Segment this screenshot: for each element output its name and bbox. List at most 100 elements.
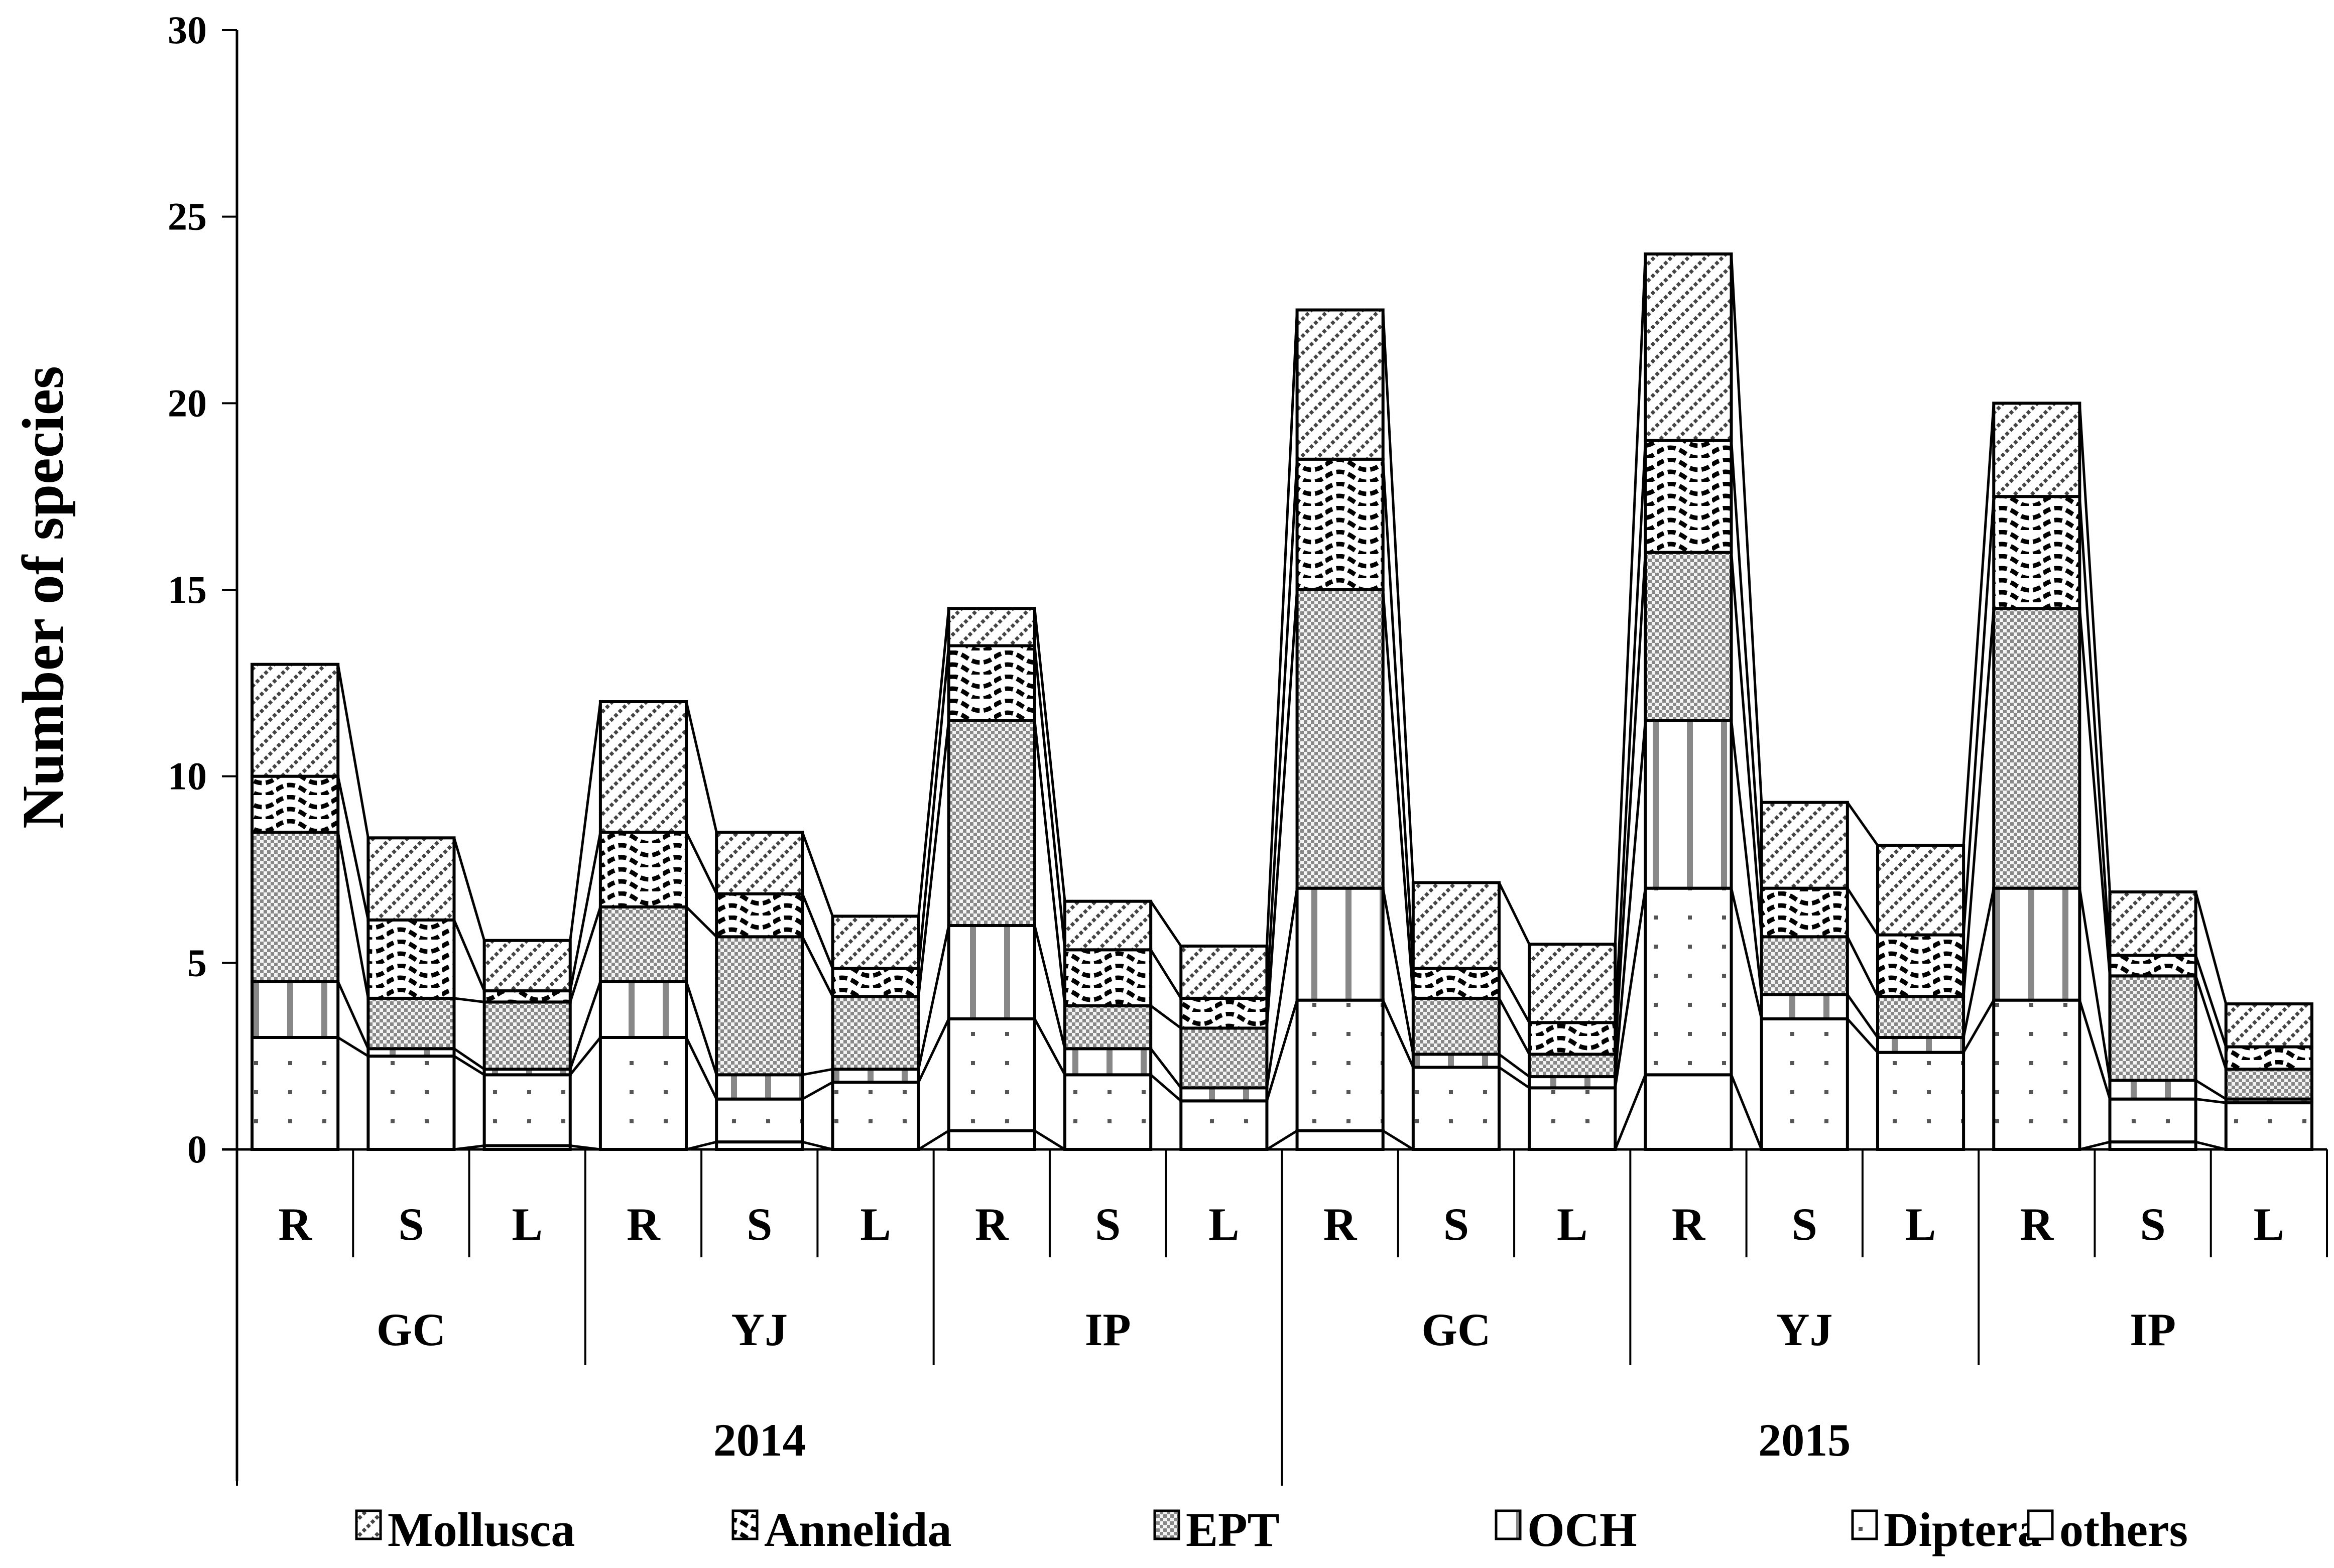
habitat-label: L xyxy=(1557,1199,1587,1250)
legend-swatch xyxy=(2027,1509,2054,1540)
connector-line xyxy=(1033,720,1066,1006)
connector-line xyxy=(1846,936,1879,997)
habitat-label: R xyxy=(627,1199,661,1250)
bar-segment-annelida xyxy=(1760,886,1849,939)
connector-line xyxy=(1150,1048,1182,1089)
bar-stack xyxy=(947,607,1036,1151)
bar-segment-diptera xyxy=(1644,886,1733,1077)
y-axis-title: Number of species xyxy=(10,366,76,829)
connector-line xyxy=(336,776,370,921)
bar-segment-mollusca xyxy=(1644,252,1733,442)
site-label: IP xyxy=(1085,1304,1131,1355)
bar-segment-och xyxy=(1644,719,1733,890)
connector-line xyxy=(1498,997,1531,1055)
bar-stack xyxy=(715,831,804,1151)
connector-line xyxy=(1033,645,1066,950)
connector-line xyxy=(2078,403,2112,892)
connector-line xyxy=(1265,888,1299,1088)
connector-line xyxy=(917,645,950,969)
site-label: YJ xyxy=(1776,1304,1832,1355)
connector-line xyxy=(1846,1018,1879,1054)
y-tick-label: 15 xyxy=(168,568,207,611)
bar-segment-diptera xyxy=(251,1036,340,1151)
bar-segment-ept xyxy=(366,996,456,1051)
connector-line xyxy=(454,997,484,1003)
bar-segment-ept xyxy=(1760,935,1849,996)
bar-stack xyxy=(1876,844,1966,1151)
connector-line xyxy=(1730,720,1763,995)
connector-line xyxy=(1846,994,1879,1038)
bar-segment-ept xyxy=(482,1000,572,1071)
connector-line xyxy=(918,1129,950,1151)
habitat-label: L xyxy=(860,1199,891,1250)
bar-segment-mollusca xyxy=(482,939,572,993)
bar-segment-diptera xyxy=(366,1055,456,1151)
y-tick-label: 5 xyxy=(187,941,207,984)
connector-line xyxy=(569,832,602,991)
connector-line xyxy=(1962,888,1995,1038)
connector-line xyxy=(2195,1079,2227,1100)
y-tick-label: 10 xyxy=(168,754,207,798)
bar-segment-diptera xyxy=(1063,1073,1153,1151)
connector-line xyxy=(2078,608,2112,976)
legend-label: Mollusca xyxy=(388,1503,575,1556)
connector-line xyxy=(1614,888,1647,1088)
habitat-label: R xyxy=(1323,1199,1358,1250)
connector-line xyxy=(2195,1098,2227,1104)
bar-segment-mollusca xyxy=(947,607,1036,647)
bar-segment-annelida xyxy=(598,831,688,908)
connector-line xyxy=(917,1018,950,1083)
connector-line xyxy=(453,919,485,992)
connector-line xyxy=(2078,999,2111,1100)
bar-stack xyxy=(598,700,688,1151)
bar-segment-others xyxy=(947,1129,1036,1151)
habitat-label: S xyxy=(2140,1199,2165,1250)
connector-line xyxy=(2078,496,2112,956)
legend-item-annelida: Annelida xyxy=(731,1503,951,1556)
bar-segment-ept xyxy=(1528,1053,1617,1079)
connector-line xyxy=(1265,589,1299,1028)
bar-segment-mollusca xyxy=(1411,881,1501,970)
bars-group xyxy=(251,252,2313,1151)
bar-segment-annelida xyxy=(831,967,920,998)
bar-stack xyxy=(1411,881,1501,1151)
bar-segment-ept xyxy=(598,905,688,983)
bar-segment-annelida xyxy=(1179,996,1269,1030)
connector-line xyxy=(337,1036,369,1058)
connector-line xyxy=(1382,589,1415,999)
connector-line xyxy=(1265,310,1299,947)
connector-line xyxy=(1730,253,1763,803)
connector-line xyxy=(569,906,602,1003)
legend-item-diptera: Diptera xyxy=(1851,1503,2042,1556)
year-label: 2015 xyxy=(1758,1414,1851,1466)
bar-segment-diptera xyxy=(1992,998,2081,1151)
bar-segment-annelida xyxy=(947,644,1036,722)
bar-segment-diptera xyxy=(1295,998,1385,1132)
legend-label: Diptera xyxy=(1884,1503,2042,1556)
connector-line xyxy=(1614,552,1647,1055)
connector-line xyxy=(1730,1074,1763,1150)
legend-swatch xyxy=(1851,1509,1878,1540)
bar-segment-annelida xyxy=(1295,457,1385,591)
connector-line xyxy=(1150,900,1182,947)
bar-segment-och xyxy=(1295,886,1385,1002)
bar-stack xyxy=(482,939,572,1151)
bar-segment-diptera xyxy=(1411,1066,1501,1151)
bar-segment-och xyxy=(1876,1036,1966,1054)
bar-segment-mollusca xyxy=(366,836,456,922)
connector-line xyxy=(1962,403,1995,846)
legend-item-ept: EPT xyxy=(1153,1503,1280,1556)
connector-line xyxy=(1498,1053,1530,1078)
bar-segment-diptera xyxy=(1876,1051,1966,1151)
connector-line xyxy=(1266,999,1298,1102)
bar-segment-och xyxy=(1063,1047,1153,1077)
legend-swatch xyxy=(731,1509,759,1540)
bar-stack xyxy=(1179,944,1269,1151)
bar-stack xyxy=(1528,943,1617,1151)
bar-segment-diptera xyxy=(1528,1086,1617,1151)
bar-segment-och xyxy=(598,980,688,1039)
bar-segment-mollusca xyxy=(1063,899,1153,952)
bar-segment-och xyxy=(1411,1053,1501,1069)
bar-segment-diptera xyxy=(2108,1097,2197,1144)
